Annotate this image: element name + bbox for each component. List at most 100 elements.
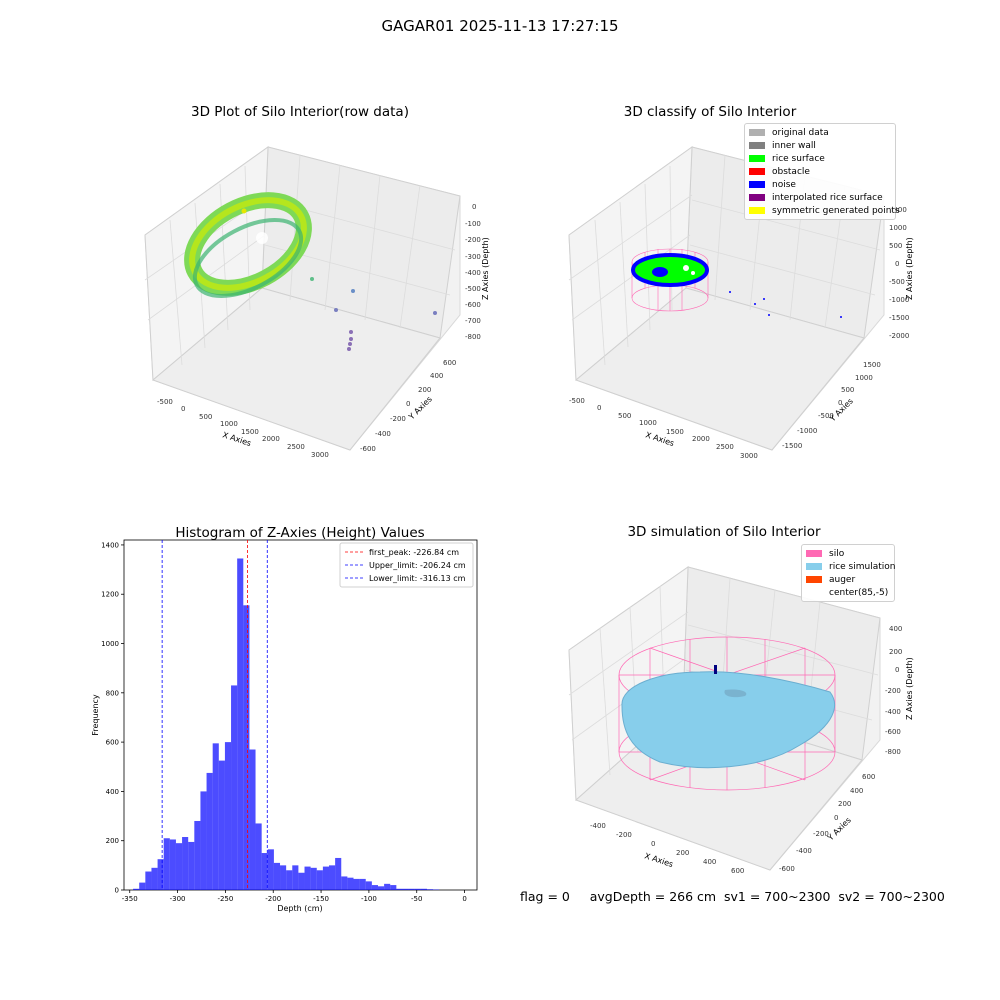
x-tick-label: -350 bbox=[122, 895, 138, 903]
raw-3d-axes-box bbox=[144, 145, 461, 451]
simulation-plot-title: 3D simulation of Silo Interior bbox=[627, 524, 821, 540]
classify-y-tick: 0 bbox=[838, 399, 842, 407]
raw-z-tick: 0 bbox=[472, 203, 476, 211]
classify-z-tick: -1500 bbox=[889, 314, 909, 322]
legend-entry: auger bbox=[806, 573, 890, 586]
simulation-rice-surface bbox=[621, 671, 835, 769]
raw-y-tick: -600 bbox=[360, 445, 376, 453]
histogram-bar bbox=[365, 881, 372, 890]
histogram-bar bbox=[292, 865, 299, 890]
simulation-x-tick: 600 bbox=[731, 867, 744, 875]
classify-x-tick: 1000 bbox=[639, 419, 657, 427]
legend-entry: silo bbox=[806, 547, 890, 560]
classify-x-tick: 3000 bbox=[740, 452, 758, 460]
classify-z-tick: -2000 bbox=[889, 332, 909, 340]
histogram-bar bbox=[335, 857, 342, 890]
histogram-bar bbox=[243, 605, 250, 890]
simulation-z-tick: -800 bbox=[885, 748, 901, 756]
raw-x-tick: 1000 bbox=[220, 420, 238, 428]
y-tick-label: 1200 bbox=[101, 591, 119, 599]
simulation-3d-plot: -400 -200 0 200 400 600 -600 -400 -200 0… bbox=[568, 566, 914, 875]
raw-x-tick: 1500 bbox=[241, 428, 259, 436]
histogram-bar bbox=[304, 866, 311, 890]
histogram-bar bbox=[255, 823, 262, 890]
histogram-bar bbox=[359, 878, 366, 890]
legend-swatch bbox=[749, 129, 765, 136]
legend-entry: rice surface bbox=[749, 152, 891, 165]
histogram-bar bbox=[273, 862, 281, 890]
y-tick-label: 1400 bbox=[101, 541, 119, 549]
raw-x-tick: 500 bbox=[199, 413, 212, 421]
classify-rice-surface bbox=[631, 253, 709, 287]
raw-x-tick: 2500 bbox=[287, 443, 305, 451]
histogram-bar bbox=[286, 870, 293, 890]
histogram-bar bbox=[402, 888, 409, 890]
simulation-y-tick: 400 bbox=[850, 787, 863, 795]
raw-z-tick: -600 bbox=[465, 301, 481, 309]
histogram-bar bbox=[218, 760, 225, 890]
histogram-bar bbox=[182, 837, 189, 890]
y-tick-label: 400 bbox=[106, 788, 119, 796]
raw-y-tick: -200 bbox=[390, 415, 406, 423]
histogram-bar bbox=[151, 867, 158, 890]
legend-frame bbox=[339, 542, 474, 588]
x-tick-label: -100 bbox=[361, 895, 377, 903]
simulation-y-tick: -600 bbox=[779, 865, 795, 873]
legend-label: Lower_limit: -316.13 cm bbox=[369, 574, 466, 583]
histogram-bar bbox=[231, 685, 238, 890]
legend-swatch bbox=[749, 194, 765, 201]
histogram-bar bbox=[188, 841, 195, 890]
raw-z-tick: -200 bbox=[465, 236, 481, 244]
simulation-y-tick: 0 bbox=[834, 814, 838, 822]
simulation-y-tick: 200 bbox=[838, 800, 851, 808]
x-tick-label: -200 bbox=[265, 895, 281, 903]
classify-z-tick: -500 bbox=[889, 278, 905, 286]
raw-z-tick: -400 bbox=[465, 269, 481, 277]
classify-y-tick: -1000 bbox=[797, 427, 817, 435]
histogram-bar bbox=[249, 749, 256, 890]
classify-y-tick: -500 bbox=[818, 412, 834, 420]
histogram-bar bbox=[194, 820, 201, 890]
legend-label: rice surface bbox=[772, 153, 825, 164]
simulation-z-tick: 200 bbox=[889, 648, 902, 656]
histogram-bar bbox=[384, 883, 391, 890]
legend-label: obstacle bbox=[772, 166, 810, 177]
histogram-bar bbox=[169, 839, 176, 890]
raw-outlier-points bbox=[310, 277, 437, 351]
classify-y-tick: -1500 bbox=[782, 442, 802, 450]
simulation-x-tick: 0 bbox=[651, 840, 655, 848]
histogram-bar bbox=[200, 791, 207, 890]
legend-label: first_peak: -226.84 cm bbox=[369, 548, 459, 557]
simulation-x-tick: -200 bbox=[616, 831, 632, 839]
histogram-bar bbox=[145, 871, 152, 890]
legend-swatch bbox=[806, 563, 822, 570]
classify-z-tick: 500 bbox=[889, 242, 902, 250]
histogram-bar bbox=[371, 885, 378, 890]
histogram-bar bbox=[139, 882, 146, 890]
legend-swatch bbox=[806, 589, 822, 596]
x-tick-label: -300 bbox=[170, 895, 186, 903]
figure-title: GAGAR01 2025-11-13 17:27:15 bbox=[381, 17, 619, 35]
classify-z-tick: -1000 bbox=[889, 296, 909, 304]
simulation-z-tick: -200 bbox=[885, 687, 901, 695]
classify-plot-title: 3D classify of Silo Interior bbox=[623, 104, 797, 120]
simulation-z-tick: 0 bbox=[895, 666, 899, 674]
classify-x-tick: -500 bbox=[569, 397, 585, 405]
legend-label: center(85,-5) bbox=[829, 587, 889, 598]
classify-z-axis-label: Z Axies (Depth) bbox=[905, 237, 914, 300]
legend-entry: symmetric generated points bbox=[749, 204, 900, 217]
histogram-bar bbox=[390, 885, 397, 890]
raw-plot-title: 3D Plot of Silo Interior(row data) bbox=[191, 104, 409, 120]
histogram-bar bbox=[310, 867, 317, 890]
histogram-bar bbox=[353, 878, 360, 890]
classify-z-tick: 0 bbox=[895, 260, 899, 268]
legend-label: inner wall bbox=[772, 140, 816, 151]
raw-y-axis-label: Y Axies bbox=[406, 395, 434, 423]
histogram-x-label: Depth (cm) bbox=[277, 904, 322, 913]
legend-label: Upper_limit: -206.24 cm bbox=[369, 561, 466, 570]
simulation-x-tick: 200 bbox=[676, 849, 689, 857]
legend-entry: interpolated rice surface bbox=[749, 191, 891, 204]
auger-marker bbox=[714, 665, 717, 674]
y-tick-label: 200 bbox=[106, 837, 119, 845]
histogram-bar bbox=[237, 558, 244, 890]
